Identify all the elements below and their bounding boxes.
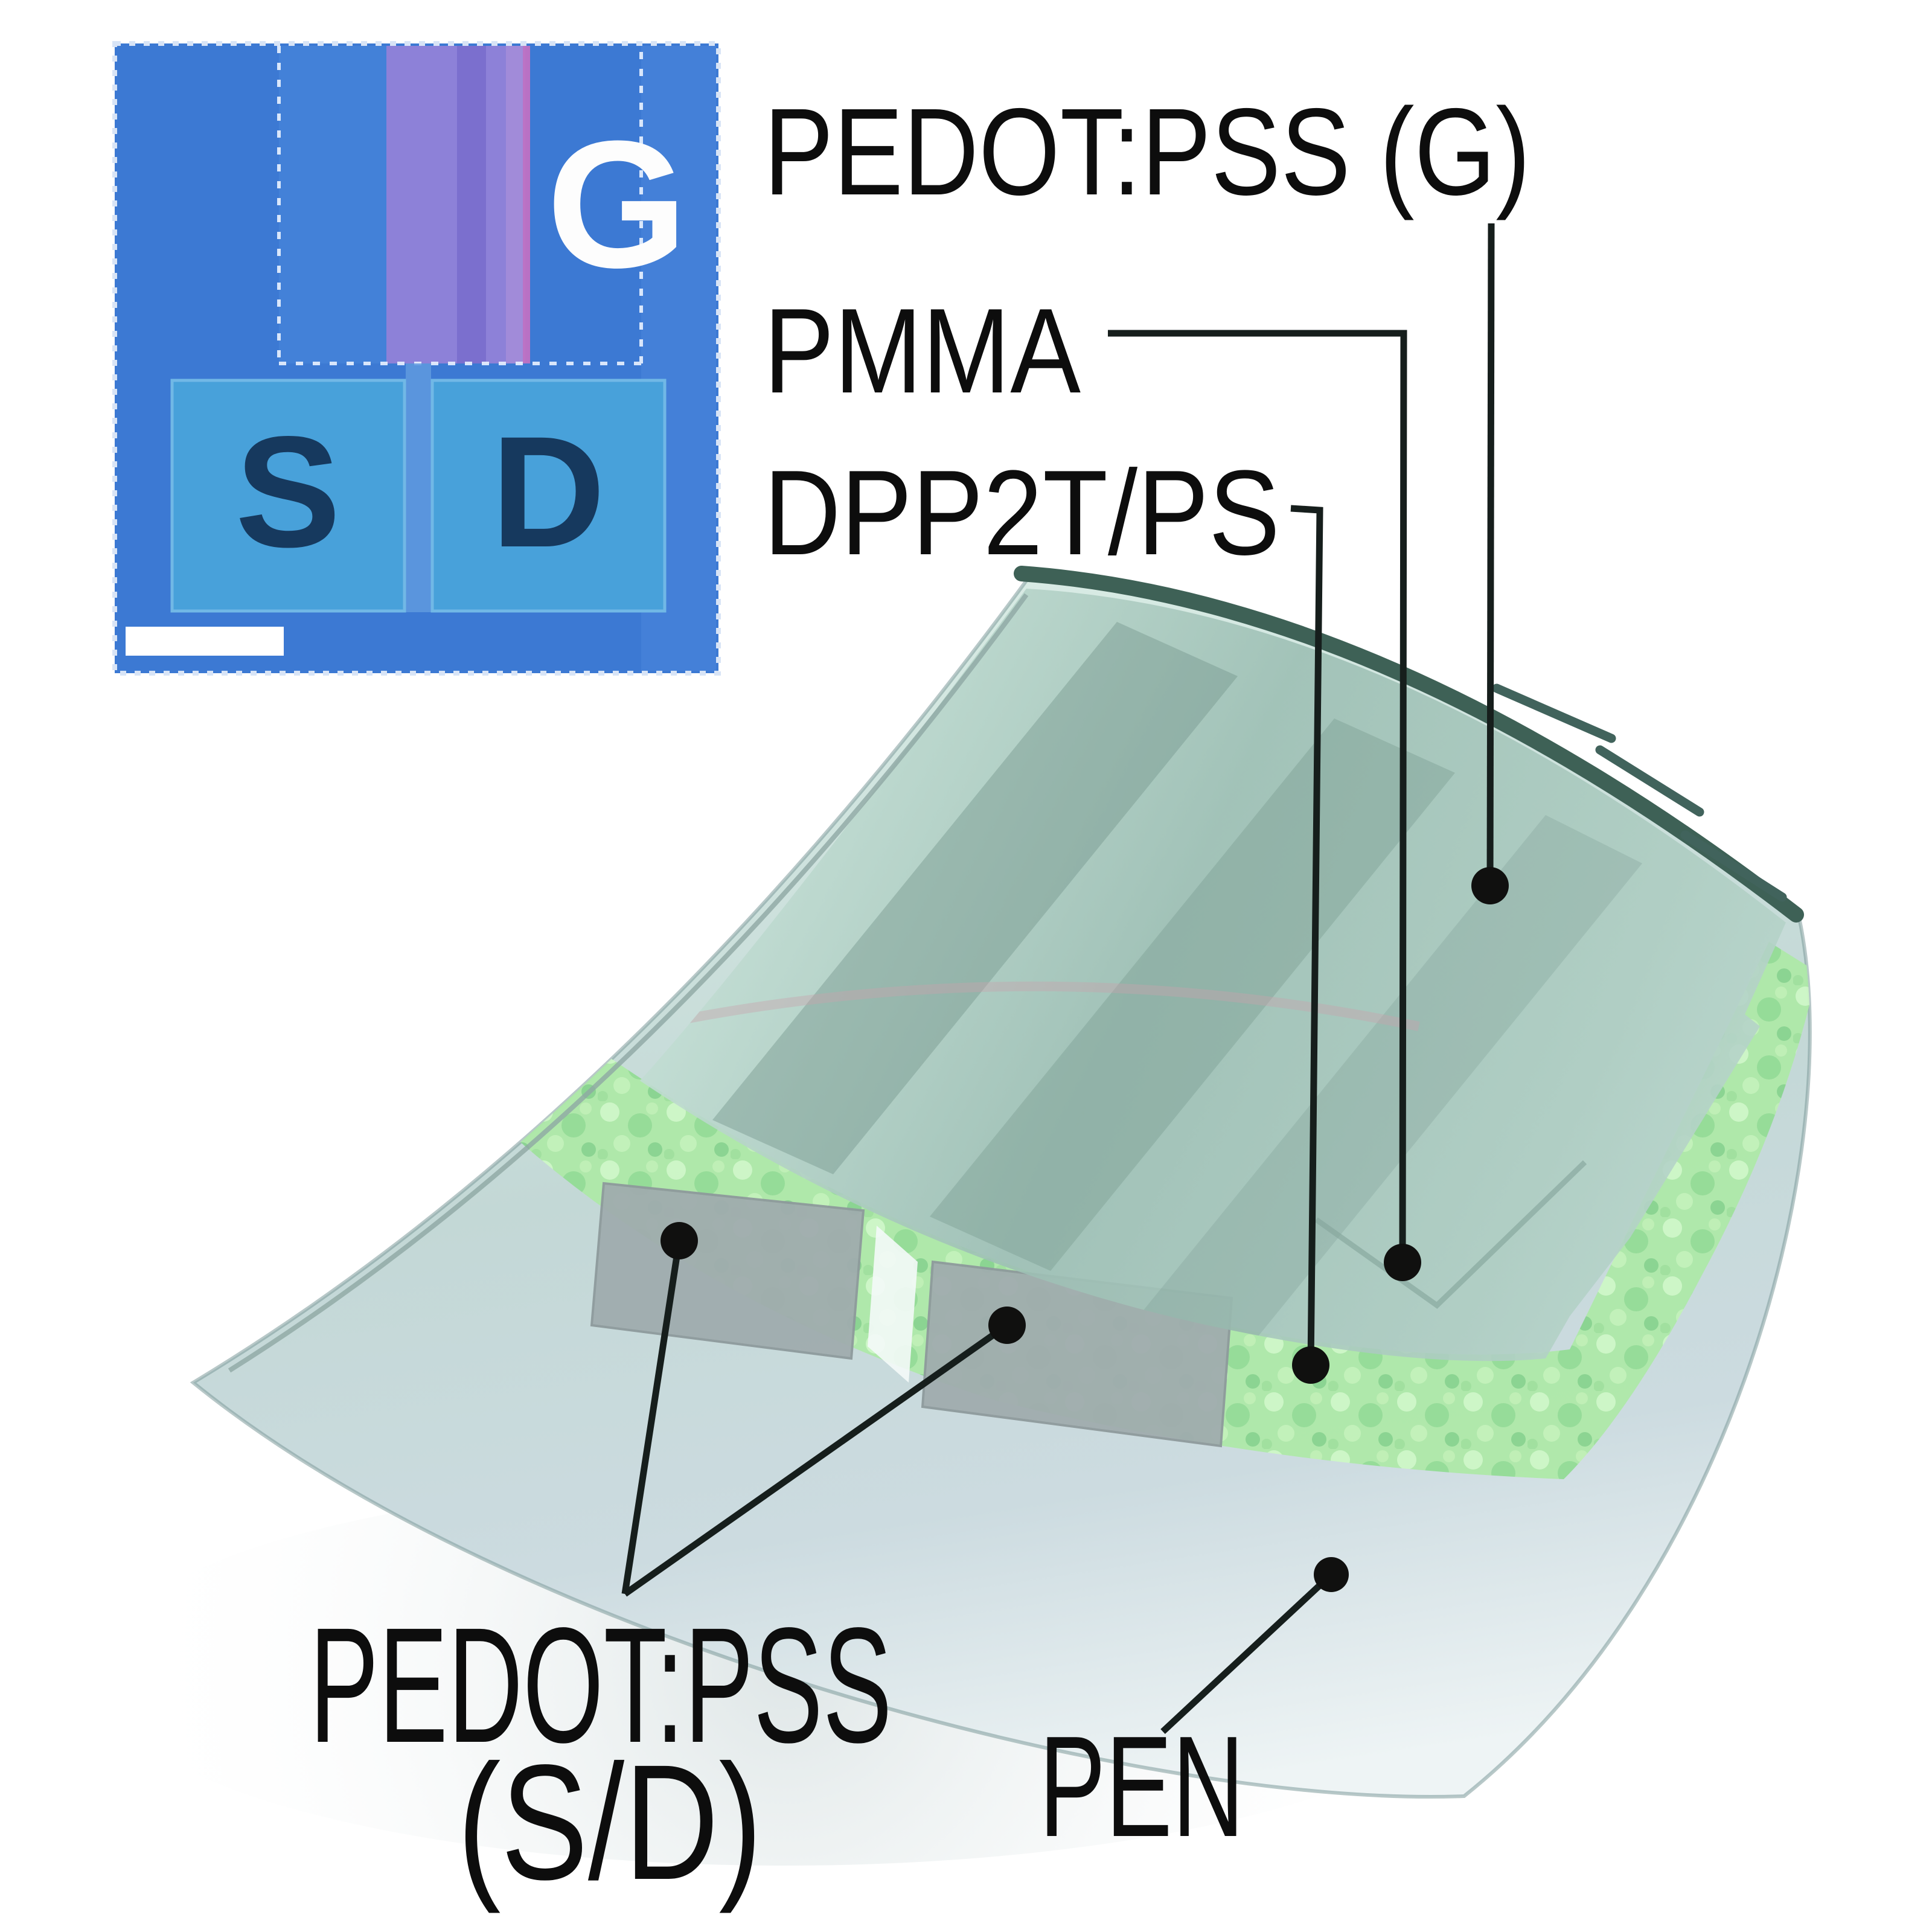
label-pen: PEN [1039,1707,1244,1867]
leader-dot-dpp2tps [1292,1346,1329,1384]
glass-reflection-line [640,981,1420,1034]
inset-source-pad [170,379,406,613]
leader-dot-pen [1314,1557,1349,1592]
leader-dot-source [661,1222,698,1259]
pmma-corner-edge [1314,1160,1587,1309]
source-pad [590,1182,865,1360]
label-pedot-pss-sd-line2: (S/D) [458,1730,763,1915]
layer-step-edge [1595,745,1704,817]
gate-stripe [712,622,1238,1174]
inset-drain-letter: D [491,403,605,580]
stack-top-edge [1014,566,1804,923]
inset-gate-stripe-light [506,46,525,363]
inset-dashed-outline [277,46,643,365]
inset-channel-column [279,46,386,363]
label-dpp2tps: DPP2T/PS [764,446,1280,580]
pad-gap-highlight [868,1226,918,1383]
leader-line-sd-left [621,1240,683,1595]
leader-dot-drain [988,1307,1026,1344]
leader-lines [621,223,1495,1735]
label-pedot-pss-gate: PEDOT:PSS (G) [764,83,1531,221]
inset-micrograph: G S D [112,41,721,676]
leader-dot-gate [1471,867,1509,904]
inset-scale-bar [126,627,284,656]
gate-stripe [930,718,1455,1271]
inset-interpad-column [406,363,431,612]
leader-line-pmma [1108,330,1407,1263]
layer-step-edge [1680,830,1787,902]
label-pmma: PMMA [764,284,1081,418]
leader-dot-pmma [1384,1244,1421,1281]
leader-line-sd-right [622,1322,1009,1597]
layer-step-edge [1492,683,1616,743]
leader-line-pen [1160,1572,1334,1735]
inset-drain-pad [430,379,667,613]
inset-gate-edge-magenta [523,46,530,363]
leader-line-gate [1486,223,1495,886]
pen-edge-line [228,593,1029,1373]
leader-dots [661,867,1509,1592]
gate-stripe [1141,815,1642,1361]
inset-gate-letter: G [546,103,687,305]
glass-stack-layer [640,589,1786,1361]
label-pedot-pss-sd-line1: PEDOT:PSS [310,1593,892,1777]
inset-gate-stripe-dark [457,46,486,363]
leader-line-dpp2tps [1290,505,1323,1366]
inset-source-letter: S [235,403,341,580]
